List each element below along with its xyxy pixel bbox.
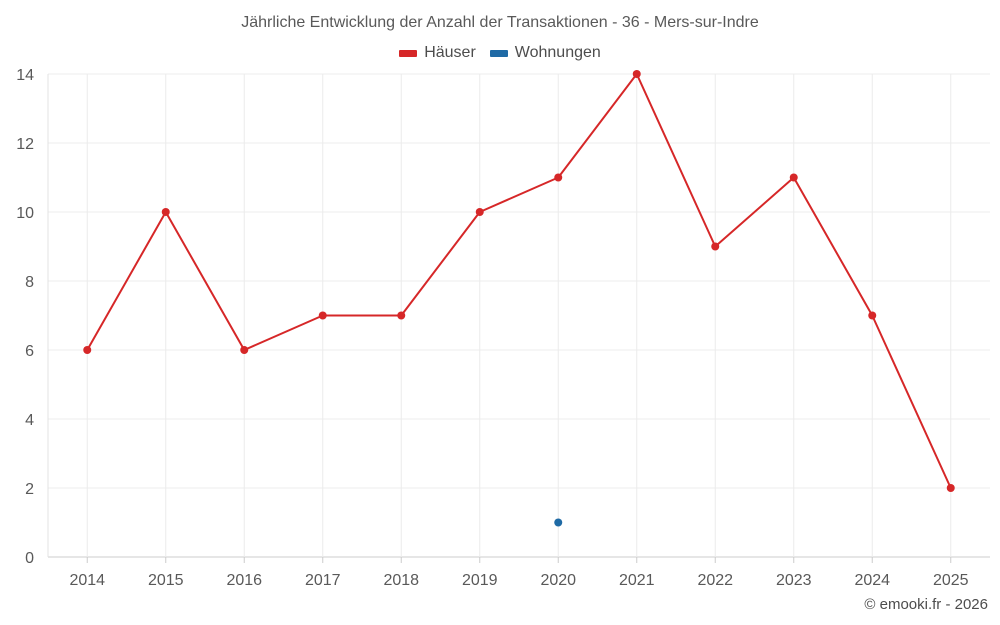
data-point-haeuser xyxy=(789,173,798,182)
credit-text: © emooki.fr - 2026 xyxy=(864,596,988,613)
legend-label-haeuser: Häuser xyxy=(424,44,476,61)
chart-title: Jährliche Entwicklung der Anzahl der Tra… xyxy=(241,14,759,31)
data-point-haeuser xyxy=(475,208,484,216)
legend-swatch-wohnungen xyxy=(489,49,508,57)
x-tick-label: 2023 xyxy=(776,572,812,589)
data-point-haeuser xyxy=(632,70,641,78)
y-tick-label: 4 xyxy=(25,412,34,429)
x-tick-label: 2017 xyxy=(305,572,341,589)
x-tick-label: 2022 xyxy=(697,572,733,589)
axis-layer: 0 2 4 6 8 10 12 14 2014 2015 2016 2017 2018 2019 2020 2… xyxy=(16,67,968,589)
y-tick-label: 12 xyxy=(16,136,34,153)
data-point-haeuser xyxy=(946,484,955,492)
legend-label-wohnungen: Wohnungen xyxy=(514,44,601,61)
data-point-haeuser xyxy=(240,346,249,354)
legend-item-wohnungen[interactable]: Wohnungen xyxy=(489,44,601,62)
series-line-haeuser xyxy=(86,73,952,489)
y-tick-label: 8 xyxy=(25,274,34,291)
data-point-haeuser xyxy=(161,208,170,216)
y-tick-label: 2 xyxy=(25,481,34,498)
data-point-haeuser xyxy=(554,173,563,182)
x-tick-label: 2019 xyxy=(462,572,498,589)
y-tick-label: 0 xyxy=(25,550,34,567)
legend-item-haeuser[interactable]: Häuser xyxy=(399,44,476,62)
x-tick-label: 2018 xyxy=(383,572,419,589)
x-tick-label: 2015 xyxy=(148,572,184,589)
x-tick-label: 2016 xyxy=(226,572,262,589)
x-tick-label: 2020 xyxy=(540,572,576,589)
x-tick-label: 2014 xyxy=(69,572,105,589)
data-point-wohnungen xyxy=(554,518,563,527)
x-tick-label: 2021 xyxy=(619,572,655,589)
data-point-haeuser xyxy=(868,311,877,320)
y-tick-label: 10 xyxy=(16,205,34,222)
chart-legend: Häuser Wohnungen xyxy=(0,44,1000,62)
data-point-haeuser xyxy=(397,311,406,320)
data-point-haeuser xyxy=(318,311,327,320)
data-point-haeuser xyxy=(83,346,92,354)
x-tick-label: 2025 xyxy=(933,572,969,589)
grid-layer xyxy=(47,73,990,558)
series-layer xyxy=(83,70,955,527)
y-tick-label: 6 xyxy=(25,343,34,360)
y-tick-label: 14 xyxy=(16,67,34,84)
data-point-haeuser xyxy=(711,242,720,251)
x-tick-label: 2024 xyxy=(854,572,890,589)
legend-swatch-haeuser xyxy=(399,49,418,57)
